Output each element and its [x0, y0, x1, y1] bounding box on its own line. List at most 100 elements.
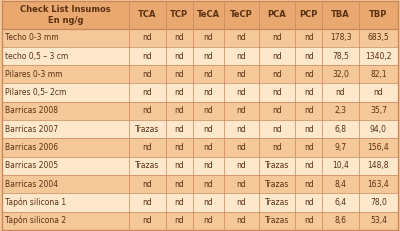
Text: nd: nd	[304, 161, 314, 170]
Text: nd: nd	[237, 125, 246, 134]
Text: nd: nd	[237, 161, 246, 170]
Text: Trazas: Trazas	[265, 180, 289, 188]
Text: nd: nd	[174, 52, 184, 61]
Text: nd: nd	[204, 198, 214, 207]
Text: nd: nd	[272, 33, 282, 42]
Text: nd: nd	[204, 70, 214, 79]
Text: nd: nd	[174, 161, 184, 170]
Text: Trazas: Trazas	[265, 161, 289, 170]
Text: nd: nd	[142, 198, 152, 207]
Text: nd: nd	[204, 52, 214, 61]
Text: TCP: TCP	[170, 10, 188, 19]
Text: nd: nd	[204, 143, 214, 152]
Text: 1340,2: 1340,2	[365, 52, 392, 61]
Text: nd: nd	[237, 70, 246, 79]
Text: nd: nd	[142, 52, 152, 61]
Text: nd: nd	[304, 52, 314, 61]
Text: nd: nd	[174, 33, 184, 42]
Text: nd: nd	[304, 33, 314, 42]
Text: nd: nd	[237, 180, 246, 188]
Text: nd: nd	[237, 52, 246, 61]
Text: nd: nd	[237, 198, 246, 207]
Text: nd: nd	[237, 216, 246, 225]
Text: Pilares 0-3 mm: Pilares 0-3 mm	[5, 70, 62, 79]
Text: 2,3: 2,3	[334, 106, 346, 116]
Text: nd: nd	[204, 161, 214, 170]
Text: Trazas: Trazas	[265, 198, 289, 207]
Text: nd: nd	[142, 88, 152, 97]
Text: nd: nd	[204, 180, 214, 188]
Text: Barricas 2006: Barricas 2006	[5, 143, 58, 152]
Text: nd: nd	[142, 216, 152, 225]
Text: 683,5: 683,5	[368, 33, 389, 42]
Text: 78,5: 78,5	[332, 52, 349, 61]
Text: 32,0: 32,0	[332, 70, 349, 79]
Text: 53,4: 53,4	[370, 216, 387, 225]
Text: nd: nd	[304, 106, 314, 116]
Text: nd: nd	[304, 88, 314, 97]
Text: 94,0: 94,0	[370, 125, 387, 134]
Text: nd: nd	[272, 143, 282, 152]
Text: 178,3: 178,3	[330, 33, 351, 42]
Text: nd: nd	[304, 198, 314, 207]
Text: nd: nd	[142, 143, 152, 152]
Text: nd: nd	[272, 88, 282, 97]
Text: nd: nd	[237, 33, 246, 42]
Text: nd: nd	[304, 216, 314, 225]
Text: 6,4: 6,4	[334, 198, 347, 207]
Text: 8,6: 8,6	[334, 216, 346, 225]
Text: Tapón silicona 2: Tapón silicona 2	[5, 216, 66, 225]
Text: Check List Insumos
En ng/g: Check List Insumos En ng/g	[20, 5, 111, 24]
Bar	[2, 47, 398, 65]
Text: TBA: TBA	[331, 10, 350, 19]
Text: nd: nd	[174, 216, 184, 225]
Text: Trazas: Trazas	[135, 161, 160, 170]
Text: 78,0: 78,0	[370, 198, 387, 207]
Text: nd: nd	[174, 88, 184, 97]
Text: nd: nd	[304, 143, 314, 152]
Text: nd: nd	[204, 88, 214, 97]
Text: Barricas 2007: Barricas 2007	[5, 125, 58, 134]
Text: nd: nd	[272, 52, 282, 61]
Text: nd: nd	[174, 180, 184, 188]
Text: Barricas 2004: Barricas 2004	[5, 180, 58, 188]
Text: nd: nd	[204, 106, 214, 116]
Text: 35,7: 35,7	[370, 106, 387, 116]
Text: nd: nd	[174, 70, 184, 79]
Text: 9,7: 9,7	[334, 143, 347, 152]
Text: Barricas 2005: Barricas 2005	[5, 161, 58, 170]
Text: techo 0,5 – 3 cm: techo 0,5 – 3 cm	[5, 52, 68, 61]
Text: Pilares 0,5- 2cm: Pilares 0,5- 2cm	[5, 88, 66, 97]
Text: nd: nd	[304, 70, 314, 79]
Text: 156,4: 156,4	[368, 143, 389, 152]
Text: nd: nd	[272, 125, 282, 134]
Text: Trazas: Trazas	[135, 125, 160, 134]
Text: nd: nd	[304, 125, 314, 134]
Text: PCP: PCP	[300, 10, 318, 19]
Text: nd: nd	[204, 216, 214, 225]
Text: Barricas 2008: Barricas 2008	[5, 106, 58, 116]
Text: nd: nd	[237, 143, 246, 152]
Bar	[2, 83, 398, 102]
Text: 82,1: 82,1	[370, 70, 387, 79]
Text: PCA: PCA	[268, 10, 286, 19]
Text: nd: nd	[304, 180, 314, 188]
Text: nd: nd	[204, 125, 214, 134]
Text: nd: nd	[174, 198, 184, 207]
Text: nd: nd	[237, 88, 246, 97]
Text: nd: nd	[237, 106, 246, 116]
Bar	[2, 120, 398, 138]
Text: nd: nd	[174, 143, 184, 152]
Text: nd: nd	[174, 106, 184, 116]
Bar	[2, 193, 398, 212]
Text: 148,8: 148,8	[368, 161, 389, 170]
Text: TCA: TCA	[138, 10, 157, 19]
Text: nd: nd	[174, 125, 184, 134]
Text: nd: nd	[336, 88, 346, 97]
Text: nd: nd	[272, 106, 282, 116]
Text: nd: nd	[142, 106, 152, 116]
Text: 6,8: 6,8	[334, 125, 346, 134]
Text: nd: nd	[142, 33, 152, 42]
Text: Techo 0-3 mm: Techo 0-3 mm	[5, 33, 58, 42]
Text: Tapón silicona 1: Tapón silicona 1	[5, 198, 66, 207]
